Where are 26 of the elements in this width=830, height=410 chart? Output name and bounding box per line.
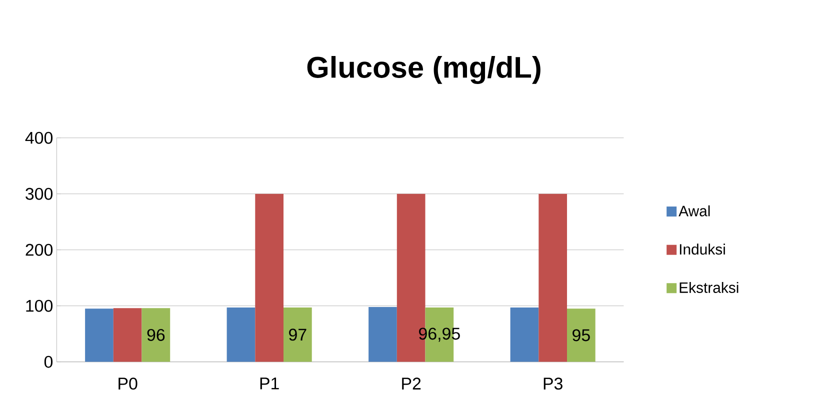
x-tick-label: P3 [544,378,562,390]
data-label: 95 [572,329,590,342]
legend-label: Ekstraksi [680,282,738,293]
y-tick-label: 300 [26,188,53,200]
data-label: 96 [147,328,165,341]
bar [85,308,114,362]
x-tick-label: P2 [402,378,421,390]
bar [510,308,539,362]
y-tick-label: 100 [26,300,53,312]
y-tick-label: 400 [25,132,53,144]
bar [368,306,397,362]
bar [284,308,312,362]
chart-title: Glucose (mg/dL) [307,56,540,84]
legend-label: Induksi [680,244,725,255]
y-tick-label: 200 [26,244,53,256]
bar [538,194,568,362]
bar [255,194,284,362]
bar [142,308,170,362]
data-label: 97 [289,328,306,341]
bar [113,308,142,362]
x-tick-label: P1 [260,378,279,390]
bar [226,308,256,362]
y-tick-label: 0 [44,356,53,368]
bar [567,308,596,362]
legend-label: Awal [678,205,710,216]
x-tick-label: P0 [118,378,138,390]
